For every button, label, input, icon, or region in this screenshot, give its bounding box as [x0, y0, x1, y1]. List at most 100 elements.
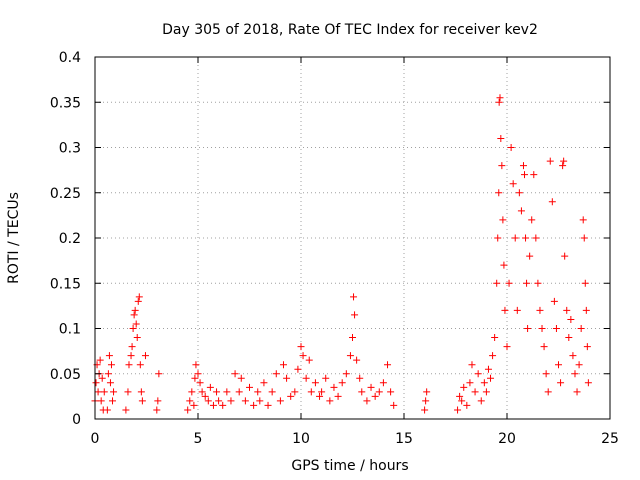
data-point — [128, 343, 136, 351]
x-tick-label: 5 — [194, 431, 203, 447]
x-tick-label: 20 — [498, 431, 516, 447]
axis-ticks: 0 5 10 15 20 25 0 0.05 0.1 0.15 0.2 0.25 0.3 0.35 0.4 — [50, 50, 619, 447]
data-point — [555, 361, 562, 369]
data-point — [550, 297, 558, 305]
data-point — [105, 352, 113, 360]
data-point — [153, 406, 161, 414]
data-point — [526, 252, 534, 260]
data-point — [466, 379, 474, 387]
data-point — [567, 315, 575, 323]
data-point — [215, 397, 223, 405]
data-point — [503, 343, 511, 351]
y-tick-label: 0.35 — [50, 95, 81, 111]
data-point — [530, 171, 538, 179]
data-point — [565, 334, 573, 342]
data-point — [583, 343, 591, 351]
data-point — [363, 397, 371, 405]
data-point — [299, 352, 307, 360]
data-point — [196, 379, 204, 387]
data-point — [194, 370, 202, 378]
data-point — [131, 306, 139, 314]
data-point — [192, 361, 200, 369]
data-point — [125, 361, 133, 369]
y-tick-label: 0.15 — [50, 276, 81, 292]
data-point — [241, 397, 249, 405]
data-point — [536, 306, 544, 314]
data-point — [276, 397, 284, 405]
data-point — [569, 352, 577, 360]
data-point — [522, 234, 530, 242]
data-point — [297, 343, 305, 351]
data-point — [548, 198, 556, 206]
data-point — [501, 306, 509, 314]
data-point — [515, 189, 523, 197]
y-tick-label: 0.05 — [50, 367, 81, 383]
data-point — [184, 406, 192, 414]
data-point — [134, 297, 142, 305]
chart-title: Day 305 of 2018, Rate Of TEC Index for r… — [162, 22, 538, 38]
data-point — [495, 98, 503, 106]
data-point — [480, 379, 488, 387]
data-point — [474, 370, 482, 378]
x-tick-label: 10 — [292, 431, 310, 447]
data-point — [107, 361, 115, 369]
y-tick-label: 0.2 — [59, 231, 81, 247]
data-point — [577, 325, 585, 332]
data-point — [367, 383, 375, 391]
data-point — [559, 162, 567, 170]
data-point — [460, 383, 468, 391]
data-point — [316, 392, 324, 400]
data-point — [201, 392, 209, 400]
data-point — [326, 397, 334, 405]
data-point — [94, 388, 102, 396]
data-point — [138, 397, 146, 405]
data-point — [206, 383, 214, 391]
data-point — [254, 388, 262, 396]
data-point — [219, 401, 227, 409]
data-point — [351, 311, 359, 319]
data-point — [260, 379, 268, 387]
y-tick-label: 0.25 — [50, 186, 81, 202]
data-point — [231, 370, 239, 378]
data-point — [560, 157, 568, 165]
data-point — [106, 379, 114, 387]
data-point — [104, 370, 112, 378]
data-point — [532, 234, 540, 242]
data-point — [191, 374, 199, 382]
data-point — [463, 401, 471, 409]
data-point — [523, 279, 531, 287]
data-point — [497, 134, 505, 142]
data-point — [209, 401, 217, 409]
data-point — [318, 388, 326, 396]
y-axis-label: ROTI / TECUs — [6, 192, 22, 284]
data-point — [544, 388, 552, 396]
data-point — [538, 325, 546, 332]
data-point — [499, 216, 507, 224]
data-point — [130, 311, 138, 319]
data-point — [517, 207, 525, 215]
data-point — [198, 388, 206, 396]
data-point — [334, 392, 342, 400]
data-point — [495, 189, 503, 197]
data-point — [350, 293, 358, 301]
data-point — [188, 388, 196, 396]
data-point — [571, 370, 579, 378]
data-point — [468, 361, 476, 369]
data-point — [307, 388, 315, 396]
data-point — [330, 383, 338, 391]
data-points — [91, 94, 592, 414]
data-point — [458, 397, 466, 405]
data-point — [390, 401, 398, 409]
data-point — [573, 388, 581, 396]
data-point — [294, 365, 302, 373]
data-point — [213, 388, 221, 396]
data-point — [349, 334, 356, 342]
data-point — [484, 365, 492, 373]
data-point — [237, 374, 245, 382]
data-point — [338, 379, 346, 387]
data-point — [291, 388, 299, 396]
data-point — [494, 234, 502, 242]
data-point — [498, 162, 506, 170]
data-point — [584, 379, 592, 387]
data-point — [489, 352, 497, 360]
